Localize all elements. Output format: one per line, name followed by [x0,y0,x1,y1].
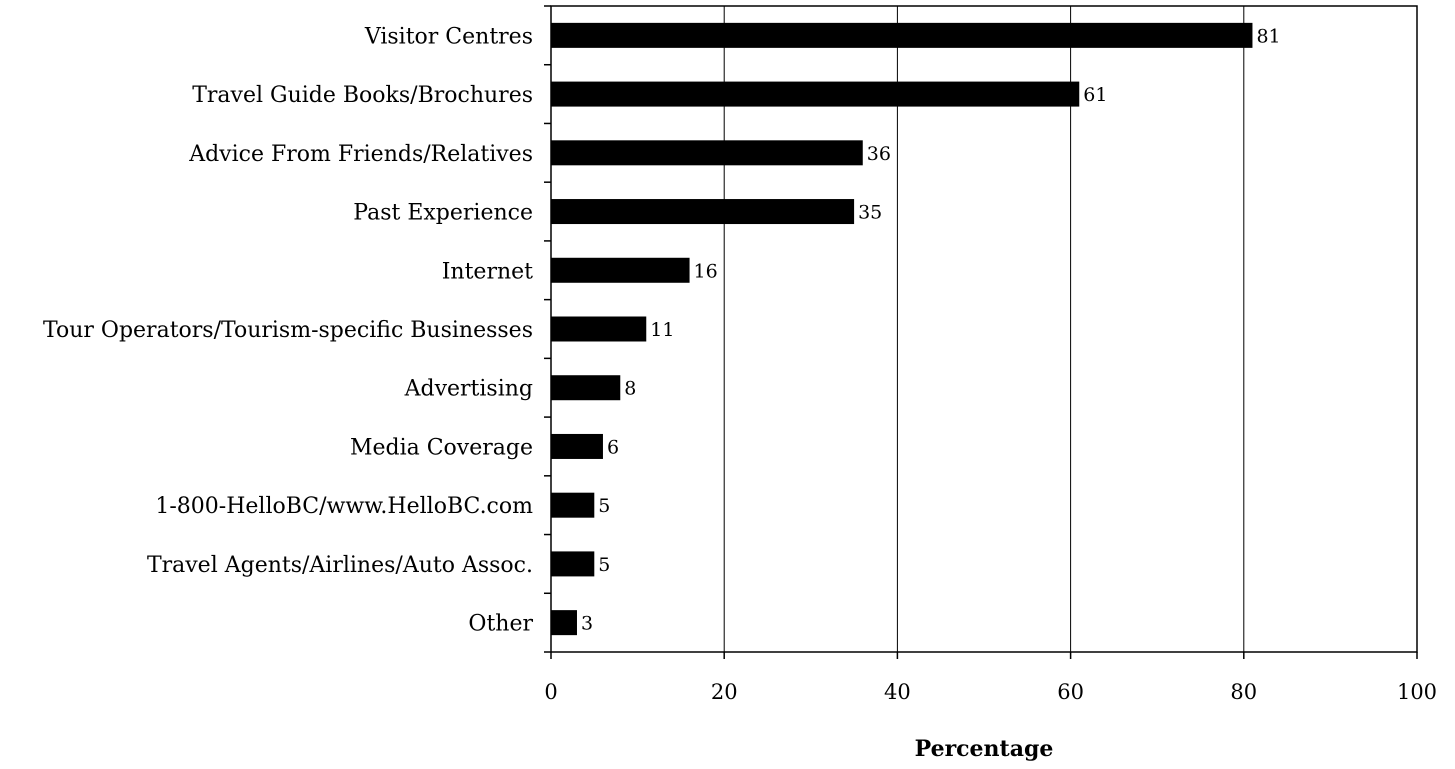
bar [551,257,690,283]
bar [551,199,855,225]
category-label: Tour Operators/Tourism-specific Business… [43,318,533,343]
data-label: 8 [624,378,636,400]
data-label: 11 [650,319,674,341]
category-label: Advice From Friends/Relatives [188,142,533,167]
x-tick-label: 100 [1397,680,1437,704]
category-label: Internet [442,259,533,284]
plot-area-border [550,5,1418,653]
data-label: 36 [867,143,891,165]
bar [551,316,647,342]
category-label: Advertising [404,377,533,402]
category-label: Travel Agents/Airlines/Auto Assoc. [147,553,533,578]
bar [551,492,595,518]
bar [551,375,621,401]
data-label: 81 [1256,25,1280,47]
bar [551,81,1080,107]
bar [551,551,595,577]
data-label: 6 [607,436,619,458]
data-label: 16 [694,260,718,282]
data-label: 3 [581,613,593,635]
x-tick-label: 40 [884,680,911,704]
x-tick-label: 80 [1230,680,1257,704]
category-ticks [544,5,551,653]
x-tick-label: 0 [544,680,557,704]
category-label: Other [468,612,533,637]
x-tick-label: 20 [711,680,738,704]
x-tick-label: 60 [1057,680,1084,704]
category-label: Visitor Centres [364,24,533,49]
category-label: 1-800-HelloBC/www.HelloBC.com [155,494,533,519]
bar [551,433,603,459]
bar [551,140,863,166]
data-labels: 81 61 36 35 16 11 8 6 5 5 3 [581,25,1281,634]
category-labels: Visitor Centres Travel Guide Books/Brochu… [43,24,533,636]
bars [551,22,1253,636]
data-label: 5 [598,495,610,517]
category-label: Media Coverage [350,435,533,460]
gridlines [723,6,1245,652]
category-label: Past Experience [353,201,533,226]
bar [551,22,1253,48]
category-label: Travel Guide Books/Brochures [192,83,533,108]
data-label: 61 [1083,84,1107,106]
x-axis-tick-labels: 0 20 40 60 80 100 [544,680,1437,704]
x-axis-ticks [550,652,1418,659]
bar [551,610,577,636]
data-label: 35 [858,202,882,224]
x-axis-title: Percentage [915,736,1054,762]
data-label: 5 [598,554,610,576]
